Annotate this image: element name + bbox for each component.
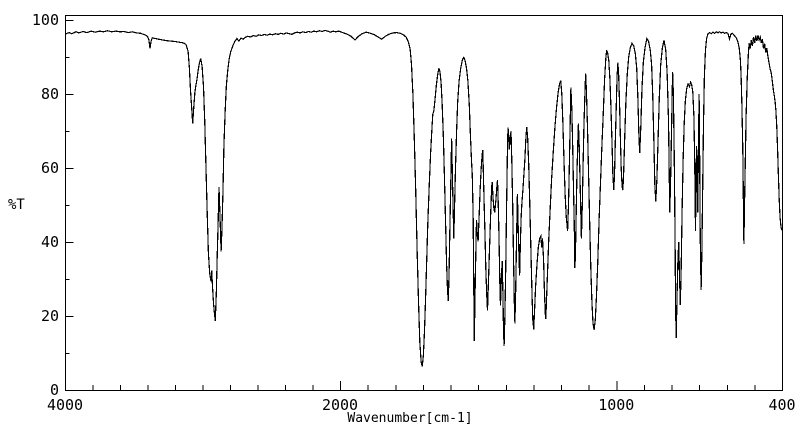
x-tick-label: 1000	[598, 396, 634, 414]
y-tick-label: 100	[32, 11, 59, 29]
y-tick-label: 0	[50, 381, 59, 399]
x-tick-label: 2000	[322, 396, 358, 414]
y-axis-title: %T	[8, 197, 25, 213]
spectrum-curve	[64, 29, 783, 367]
y-tick-label: 20	[41, 307, 59, 325]
y-tick-label: 80	[41, 85, 59, 103]
x-tick-label: 4000	[47, 396, 83, 414]
x-tick-label: 400	[768, 396, 795, 414]
y-tick-label: 60	[41, 159, 59, 177]
plot-border	[65, 15, 783, 391]
y-tick-label: 40	[41, 233, 59, 251]
x-axis-title: Wavenumber[cm-1]	[347, 411, 473, 426]
